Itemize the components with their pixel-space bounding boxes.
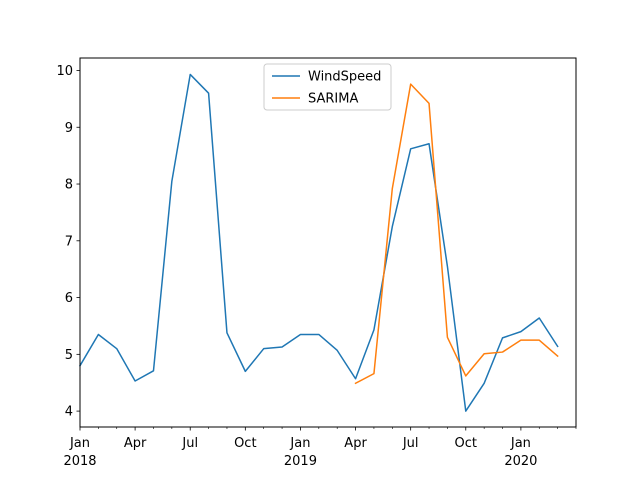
y-tick-label: 8 [65,178,73,193]
x-tick-label: Apr [344,436,367,451]
y-tick-label: 4 [65,405,73,420]
series-line-sarima [354,83,559,385]
x-tick-label: Oct [234,436,256,451]
x-tick-label: Apr [124,436,147,451]
x-tick-year-label: 2019 [284,454,317,469]
y-tick-label: 10 [56,64,73,79]
legend-label-sarima: SARIMA [308,92,358,107]
y-tick-label: 9 [65,121,73,136]
x-tick-label: Jan [510,436,531,451]
x-tick-year-label: 2020 [504,454,537,469]
series-line-windspeed [78,73,559,412]
x-axis: Jan 2018 Apr Jul Oct Jan 2019 Apr Jul Oct Jan 2020 [63,427,577,469]
y-tick-label: 6 [65,291,73,306]
legend-label-windspeed: WindSpeed [308,70,381,85]
series-lines [78,73,559,412]
x-tick-label: Jul [181,436,198,451]
x-tick-label: Oct [455,436,477,451]
x-tick-label: Jul [402,436,419,451]
legend: WindSpeed SARIMA [263,63,392,111]
y-tick-label: 7 [65,234,73,249]
x-tick-label: Jan [69,436,90,451]
y-axis: 4 5 6 7 8 9 10 [56,64,80,420]
x-tick-year-label: 2018 [63,454,96,469]
axes-frame [79,57,577,428]
x-tick-label: Jan [289,436,310,451]
y-tick-label: 5 [65,348,73,363]
plot-area [78,57,577,428]
